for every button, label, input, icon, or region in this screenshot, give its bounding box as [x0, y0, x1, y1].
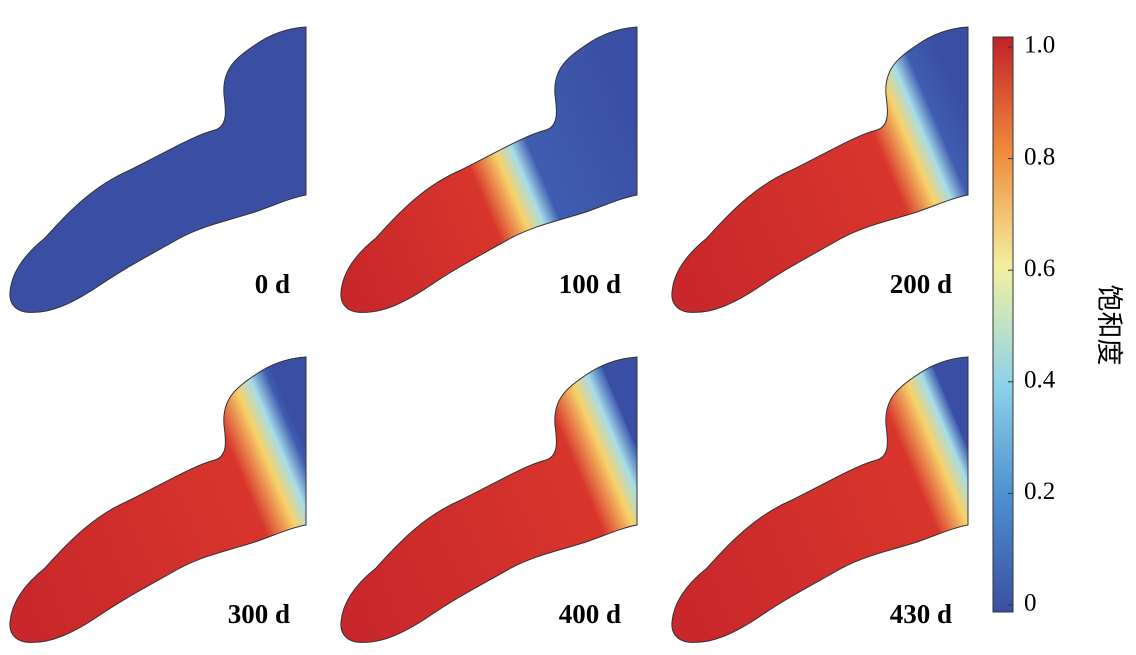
tick-label: 0	[1024, 590, 1037, 617]
panel: 430 d	[671, 356, 969, 643]
panel: 300 d	[9, 356, 307, 643]
panel: 100 d	[340, 26, 638, 313]
panel-label: 0 d	[255, 269, 290, 299]
tick-label: 0.6	[1024, 255, 1055, 282]
panel-label: 100 d	[559, 269, 621, 299]
panel: 0 d	[9, 26, 307, 313]
panel-label: 300 d	[228, 599, 290, 629]
panel-label: 200 d	[890, 269, 952, 299]
panel-label: 400 d	[559, 599, 621, 629]
tick-label: 0.8	[1024, 143, 1055, 170]
colorbar	[992, 36, 1014, 613]
tick-label: 0.4	[1024, 367, 1056, 394]
tick-label: 0.2	[1024, 478, 1055, 505]
colorbar-ticks: 0 0.2 0.4 0.6 0.8 1.0	[1008, 32, 1056, 617]
panel: 200 d	[671, 26, 969, 313]
panels: 0 d 100 d 200 d 300 d 400 d 430 d	[9, 26, 969, 643]
tick-label: 1.0	[1024, 32, 1055, 59]
panel-label: 430 d	[890, 599, 952, 629]
colorbar-label: 饱和度	[1094, 285, 1124, 366]
panel: 400 d	[340, 356, 638, 643]
